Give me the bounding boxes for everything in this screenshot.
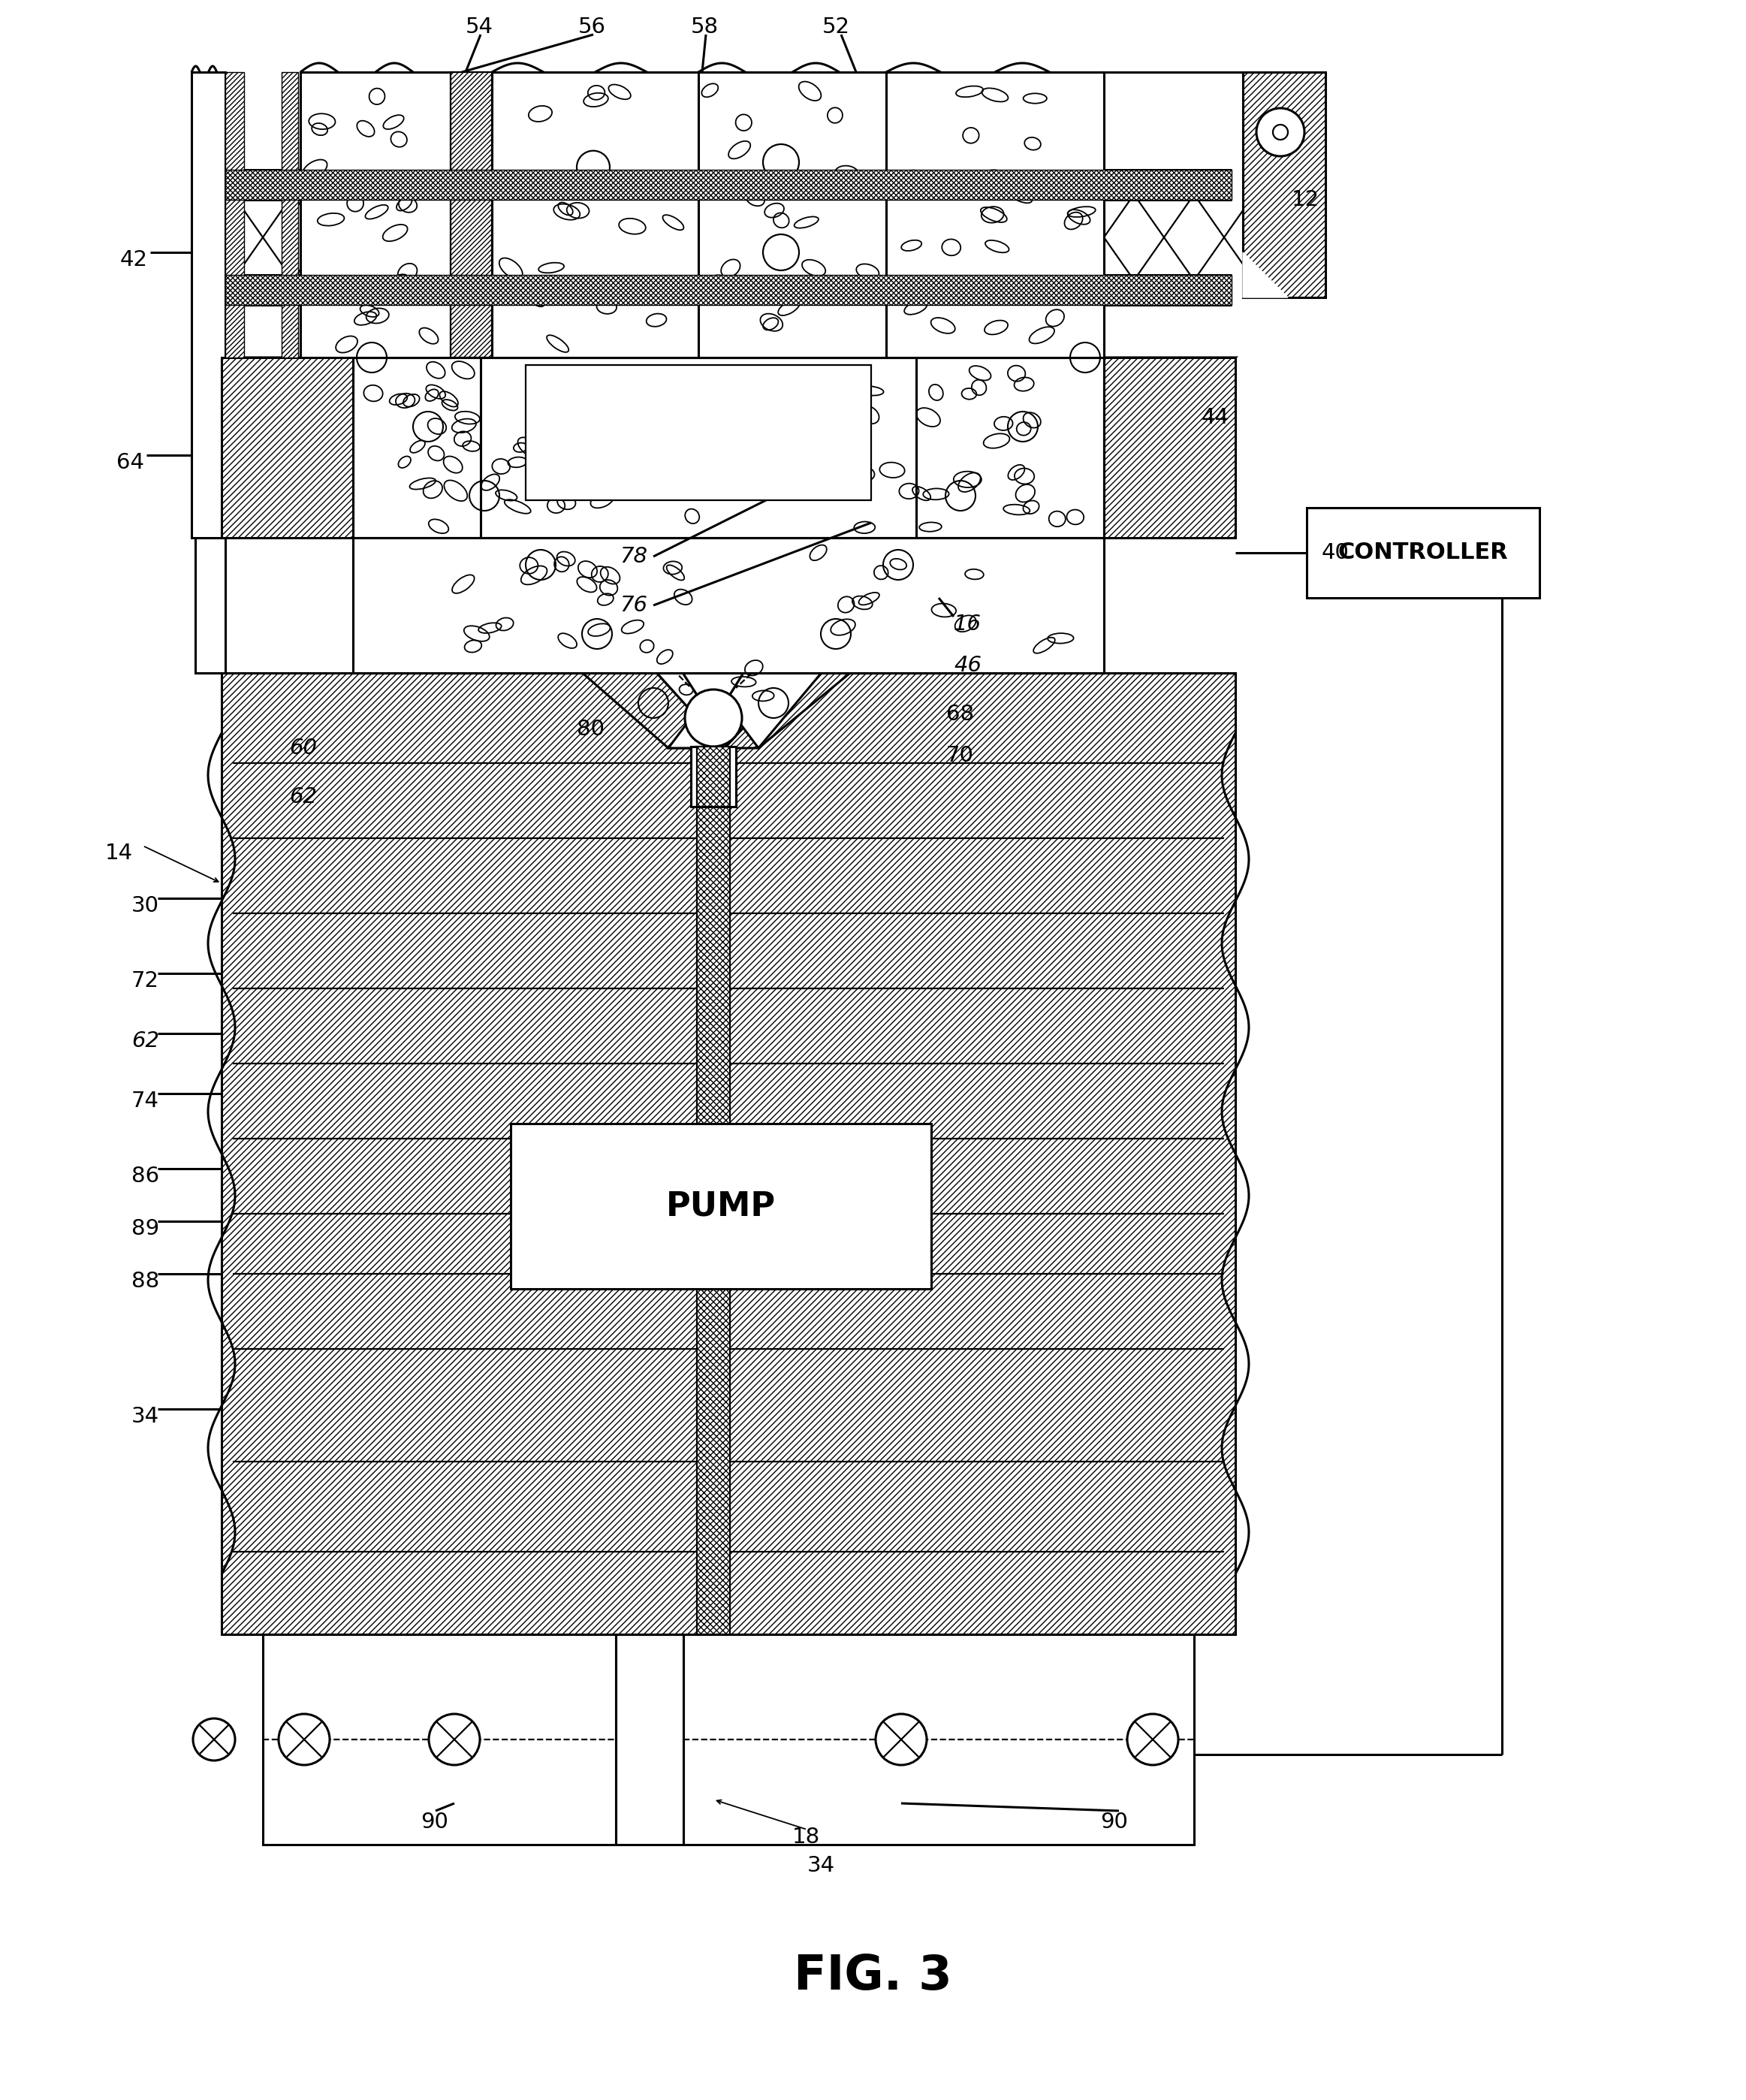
Text: 34: 34 <box>807 1854 835 1875</box>
Polygon shape <box>480 357 917 538</box>
Bar <box>683 1634 1194 1844</box>
Text: 72: 72 <box>131 970 159 991</box>
Polygon shape <box>353 357 480 538</box>
Text: 86: 86 <box>131 1166 159 1186</box>
Polygon shape <box>887 71 1103 357</box>
Bar <box>526 365 871 500</box>
Text: 60: 60 <box>290 737 318 758</box>
Text: 44: 44 <box>1201 407 1229 428</box>
Circle shape <box>1257 109 1304 155</box>
Polygon shape <box>353 538 1103 672</box>
Bar <box>225 71 244 357</box>
Text: 54: 54 <box>466 17 494 38</box>
Text: 14: 14 <box>105 842 133 863</box>
Text: 46: 46 <box>953 655 981 676</box>
Bar <box>450 71 492 357</box>
Text: 12: 12 <box>1292 189 1320 210</box>
Text: 16: 16 <box>953 613 981 634</box>
Text: 18: 18 <box>793 1827 821 1848</box>
Bar <box>196 538 225 672</box>
Bar <box>225 275 1231 304</box>
Polygon shape <box>372 357 725 748</box>
Bar <box>281 71 299 357</box>
Polygon shape <box>725 357 1236 748</box>
Text: 76: 76 <box>620 594 648 615</box>
Circle shape <box>279 1714 330 1764</box>
Polygon shape <box>917 357 1103 538</box>
Text: 58: 58 <box>691 17 719 38</box>
Polygon shape <box>222 357 725 748</box>
Polygon shape <box>492 71 698 357</box>
Text: 30: 30 <box>131 895 159 916</box>
Bar <box>192 71 225 538</box>
Bar <box>264 1634 616 1844</box>
Bar <box>697 748 730 806</box>
Text: 89: 89 <box>131 1218 159 1239</box>
Polygon shape <box>698 71 887 357</box>
Circle shape <box>194 1718 236 1760</box>
Text: 70: 70 <box>946 745 974 766</box>
Bar <box>222 672 1236 1634</box>
Text: 42: 42 <box>120 250 148 271</box>
Text: 62: 62 <box>131 1031 159 1052</box>
Polygon shape <box>300 71 450 357</box>
Bar <box>1103 357 1236 538</box>
Text: 74: 74 <box>131 1090 159 1111</box>
Text: 68: 68 <box>946 704 974 724</box>
Polygon shape <box>1243 252 1289 298</box>
Circle shape <box>876 1714 927 1764</box>
Text: 40: 40 <box>1322 542 1350 563</box>
Text: 90: 90 <box>421 1812 449 1833</box>
Bar <box>510 1124 931 1289</box>
Text: 34: 34 <box>131 1407 159 1428</box>
Bar <box>1306 508 1540 598</box>
Bar <box>691 748 737 806</box>
Circle shape <box>430 1714 480 1764</box>
Bar <box>697 762 730 1634</box>
Text: 62: 62 <box>290 785 318 806</box>
Text: 90: 90 <box>1100 1812 1128 1833</box>
Text: 78: 78 <box>620 546 648 567</box>
Bar <box>222 357 353 538</box>
Text: PUMP: PUMP <box>665 1191 775 1222</box>
Polygon shape <box>480 357 939 704</box>
Circle shape <box>1128 1714 1179 1764</box>
Text: 52: 52 <box>822 17 850 38</box>
Circle shape <box>1273 124 1289 141</box>
Text: CONTROLLER: CONTROLLER <box>1337 542 1509 563</box>
Bar <box>225 170 1231 200</box>
Bar <box>1243 71 1325 298</box>
Text: 56: 56 <box>578 17 606 38</box>
Polygon shape <box>725 357 1086 748</box>
Circle shape <box>684 689 742 748</box>
Text: 64: 64 <box>117 451 145 472</box>
Text: 80: 80 <box>576 718 604 739</box>
Text: FIG. 3: FIG. 3 <box>793 1953 952 1999</box>
Text: 88: 88 <box>131 1270 159 1292</box>
